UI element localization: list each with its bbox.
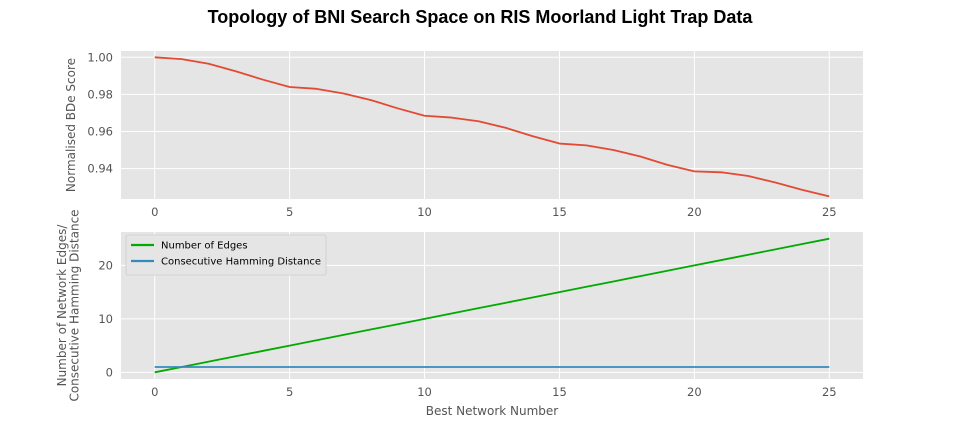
x-tick-label: 15: [552, 205, 567, 219]
series-line-1: [154, 237, 830, 374]
y-tick-label: 1.00: [87, 50, 113, 64]
y-tick-label: 10: [98, 312, 113, 326]
chart-panel-1: 0 5 10 15 20 25 0.94 0.96 0.98 1.00 Normalised BDe…: [64, 50, 863, 219]
figure-title: Topology of BNI Search Space on RIS Moor…: [208, 7, 754, 27]
legend-box: [125, 234, 327, 276]
y-axis-label: Consecutive Hamming Distance: [67, 209, 81, 401]
series-line-1: [154, 56, 830, 198]
x-tick-label: 10: [417, 385, 432, 399]
x-tick-label: 20: [687, 385, 702, 399]
y-tick-label: 20: [98, 258, 113, 272]
y-axis-label: Normalised BDe Score: [64, 58, 78, 192]
x-tick-label: 0: [151, 205, 158, 219]
x-tick-label: 20: [687, 205, 702, 219]
x-tick-label: 0: [151, 385, 158, 399]
chart-panel-2: 0 5 10 15 20 25 0 10 20 Number of Network Edges/C…: [55, 209, 863, 418]
y-tick-label: 0.98: [87, 87, 113, 101]
y-tick-label: 0.94: [87, 162, 113, 176]
y-tick-label: 0: [106, 365, 113, 379]
x-tick-label: 5: [286, 385, 293, 399]
legend-label: Consecutive Hamming Distance: [161, 257, 321, 268]
x-tick-label: 5: [286, 205, 293, 219]
x-axis-label: Best Network Number: [426, 404, 559, 418]
x-tick-label: 25: [822, 205, 837, 219]
legend-label: Number of Edges: [161, 241, 248, 252]
x-tick-label: 25: [822, 385, 837, 399]
x-tick-label: 15: [552, 385, 567, 399]
y-axis-label: Number of Network Edges/: [55, 224, 69, 387]
y-tick-label: 0.96: [87, 124, 113, 138]
x-tick-label: 10: [417, 205, 432, 219]
